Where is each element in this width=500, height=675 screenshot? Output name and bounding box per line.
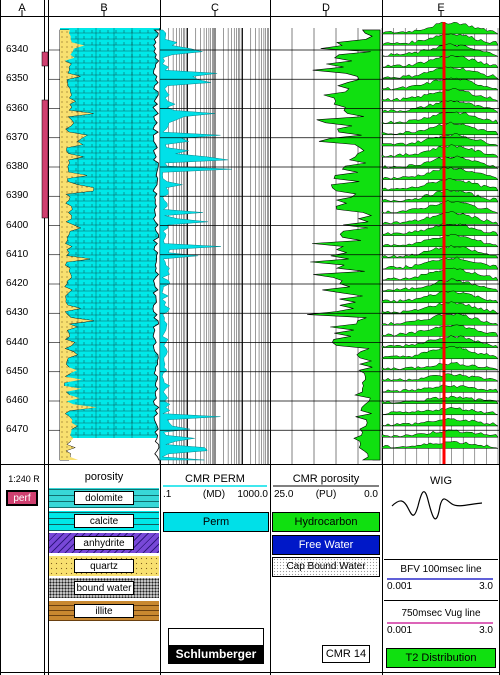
t2-wave xyxy=(381,417,499,427)
t2-wave xyxy=(381,290,499,304)
depth-label: 6410 xyxy=(6,248,29,260)
depth-label: 6380 xyxy=(6,161,29,172)
lithology-track xyxy=(59,28,161,461)
logo-box xyxy=(168,628,264,664)
lithology-legend-label: illite xyxy=(74,603,134,618)
lithology-legend-label: quartz xyxy=(74,558,134,573)
perf-legend: perf xyxy=(6,490,38,506)
perm-legend: Perm xyxy=(163,512,269,532)
cmr-perm-title: CMR PERM xyxy=(185,473,245,485)
track-header-c: C xyxy=(211,2,219,14)
depth-label: 6430 xyxy=(6,307,29,319)
t2-wave xyxy=(381,384,499,393)
track-header-b: B xyxy=(100,2,108,14)
depth-label: 6360 xyxy=(6,102,29,114)
wig-title: WIG xyxy=(430,475,452,487)
lithology-legend-label: anhydrite xyxy=(74,536,134,550)
t2-wave xyxy=(381,77,499,91)
t2-wave xyxy=(381,301,499,315)
hydrocarbon-legend: Hydrocarbon xyxy=(272,512,380,532)
t2-wave xyxy=(381,429,499,438)
vug-scale-min: 0.001 xyxy=(387,625,413,636)
t2-wave xyxy=(381,144,499,158)
lithology-legend-label: calcite xyxy=(74,513,134,528)
wig-waveform-icon xyxy=(391,491,483,520)
t2-wave xyxy=(381,33,499,46)
depth-label: 6440 xyxy=(6,336,29,348)
t2-wave xyxy=(381,312,499,326)
cmr-porosity-title: CMR porosity xyxy=(292,473,360,485)
perforation-marks xyxy=(41,51,49,219)
track-header-a: A xyxy=(18,2,26,14)
depth-label: 6420 xyxy=(6,278,29,289)
t2-wave xyxy=(381,200,499,214)
lithology-legend-label: bound water xyxy=(74,581,134,595)
t2-wave xyxy=(381,100,499,113)
depth-label: 6370 xyxy=(6,131,29,143)
t2-wave xyxy=(381,21,499,35)
t2-wave xyxy=(381,267,499,281)
depth-label: 6350 xyxy=(6,73,29,85)
tool-label: CMR 14 xyxy=(322,645,370,663)
lithology-legend-label: dolomite xyxy=(74,491,134,505)
bfv-line-label: BFV 100msec line xyxy=(400,564,482,575)
depth-label: 6340 xyxy=(6,44,29,55)
depth-label: 6460 xyxy=(6,395,29,406)
t2-wave xyxy=(381,166,499,180)
cap-bound-water-legend: Cap Bound Water xyxy=(272,557,380,577)
t2-wave xyxy=(381,441,499,449)
t2-wave xyxy=(381,55,499,68)
t2-wave xyxy=(381,211,499,225)
t2-wave xyxy=(381,256,499,270)
t2-wave xyxy=(381,133,499,147)
track-header-d: D xyxy=(322,2,330,14)
track-header-e: E xyxy=(437,2,445,14)
t2-wave xyxy=(381,324,499,337)
schlumberger-logo: Schlumberger xyxy=(169,645,263,663)
t2-wave xyxy=(381,278,499,292)
t2-wave xyxy=(381,345,499,360)
t2-distribution-legend: T2 Distribution xyxy=(386,648,496,668)
porosity-title: porosity xyxy=(84,471,124,483)
perm-scale-max: 1000.0 xyxy=(237,489,268,500)
depth-label: 6390 xyxy=(6,190,29,202)
scale-label: 1:240 R xyxy=(8,474,40,484)
t2-wave xyxy=(381,395,499,404)
perm-scale-unit: (MD) xyxy=(202,489,226,500)
depth-label: 6450 xyxy=(6,365,29,377)
t2-wave xyxy=(381,66,499,80)
depth-label: 6470 xyxy=(6,424,29,436)
cmr-scale-unit: (PU) xyxy=(315,489,337,500)
t2-distribution-track xyxy=(381,21,499,464)
vug-scale-max: 3.0 xyxy=(479,625,493,636)
depth-label: 6400 xyxy=(6,219,29,231)
perm-track xyxy=(159,28,269,464)
t2-wave xyxy=(381,233,499,248)
vug-line-label: 750msec Vug line xyxy=(401,608,481,619)
cmr-porosity-track xyxy=(291,28,381,464)
t2-wave xyxy=(381,407,499,416)
t2-wave xyxy=(381,88,499,102)
bfv-scale-min: 0.001 xyxy=(387,581,413,592)
t2-wave xyxy=(381,362,499,371)
t2-wave xyxy=(381,111,499,124)
cmr-scale-min: 25.0 xyxy=(274,489,294,500)
t2-wave xyxy=(381,373,499,382)
free-water-legend: Free Water xyxy=(272,535,380,555)
t2-wave xyxy=(381,121,499,136)
perm-scale-min: .1 xyxy=(163,489,172,500)
bfv-scale-max: 3.0 xyxy=(479,581,493,592)
cmr-scale-max: 0.0 xyxy=(364,489,378,500)
t2-wave xyxy=(381,178,499,192)
